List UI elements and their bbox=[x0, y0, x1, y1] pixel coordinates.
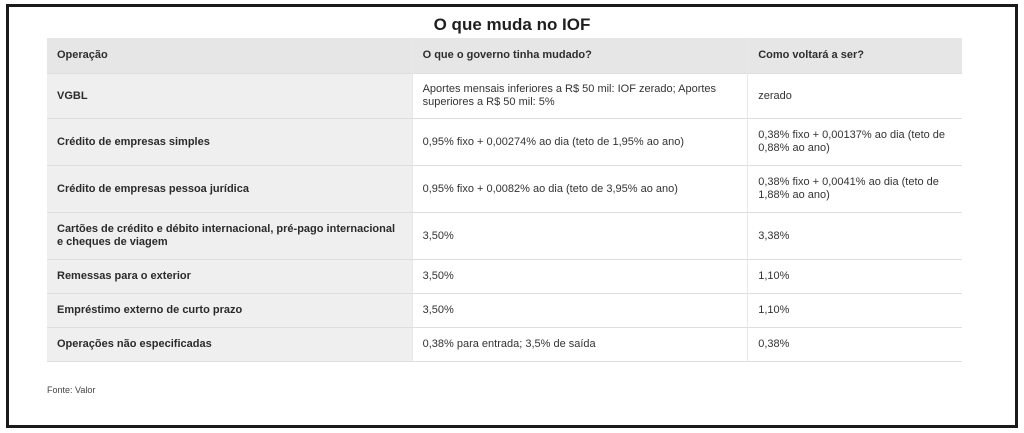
changed-cell: 3,50% bbox=[411, 213, 748, 260]
header-changed: O que o governo tinha mudado? bbox=[411, 38, 748, 74]
iof-table: Operação O que o governo tinha mudado? C… bbox=[47, 38, 962, 362]
table-row: Operações não especificadas 0,38% para e… bbox=[47, 328, 962, 362]
operation-cell: Operações não especificadas bbox=[47, 328, 412, 362]
table-row: Cartões de crédito e débito internaciona… bbox=[47, 213, 962, 260]
changed-cell: 3,50% bbox=[411, 294, 748, 328]
source-note: Fonte: Valor bbox=[47, 385, 96, 395]
operation-cell: Crédito de empresas pessoa jurídica bbox=[47, 166, 412, 213]
reverted-cell: 3,38% bbox=[747, 213, 962, 260]
table-title: O que muda no IOF bbox=[433, 15, 591, 34]
reverted-cell: 0,38% bbox=[747, 328, 962, 362]
table-row: VGBL Aportes mensais inferiores a R$ 50 … bbox=[47, 74, 962, 119]
operation-cell: Empréstimo externo de curto prazo bbox=[47, 294, 412, 328]
header-row: Operação O que o governo tinha mudado? C… bbox=[47, 38, 962, 74]
operation-cell: VGBL bbox=[47, 74, 412, 119]
operation-cell: Crédito de empresas simples bbox=[47, 119, 412, 166]
table-row: Crédito de empresas simples 0,95% fixo +… bbox=[47, 119, 962, 166]
table-row: Remessas para o exterior 3,50% 1,10% bbox=[47, 260, 962, 294]
table-row: Crédito de empresas pessoa jurídica 0,95… bbox=[47, 166, 962, 213]
table-row: Empréstimo externo de curto prazo 3,50% … bbox=[47, 294, 962, 328]
operation-cell: Cartões de crédito e débito internaciona… bbox=[47, 213, 412, 260]
reverted-cell: 0,38% fixo + 0,00137% ao dia (teto de 0,… bbox=[747, 119, 962, 166]
reverted-cell: 0,38% fixo + 0,0041% ao dia (teto de 1,8… bbox=[747, 166, 962, 213]
header-reverted: Como voltará a ser? bbox=[747, 38, 962, 74]
reverted-cell: 1,10% bbox=[747, 294, 962, 328]
changed-cell: 0,95% fixo + 0,0082% ao dia (teto de 3,9… bbox=[411, 166, 748, 213]
changed-cell: 0,38% para entrada; 3,5% de saída bbox=[411, 328, 748, 362]
reverted-cell: 1,10% bbox=[747, 260, 962, 294]
header-operation: Operação bbox=[47, 38, 412, 74]
changed-cell: Aportes mensais inferiores a R$ 50 mil: … bbox=[411, 74, 748, 119]
operation-cell: Remessas para o exterior bbox=[47, 260, 412, 294]
reverted-cell: zerado bbox=[747, 74, 962, 119]
table-frame: O que muda no IOF Operação O que o gover… bbox=[6, 4, 1018, 428]
changed-cell: 3,50% bbox=[411, 260, 748, 294]
changed-cell: 0,95% fixo + 0,00274% ao dia (teto de 1,… bbox=[411, 119, 748, 166]
